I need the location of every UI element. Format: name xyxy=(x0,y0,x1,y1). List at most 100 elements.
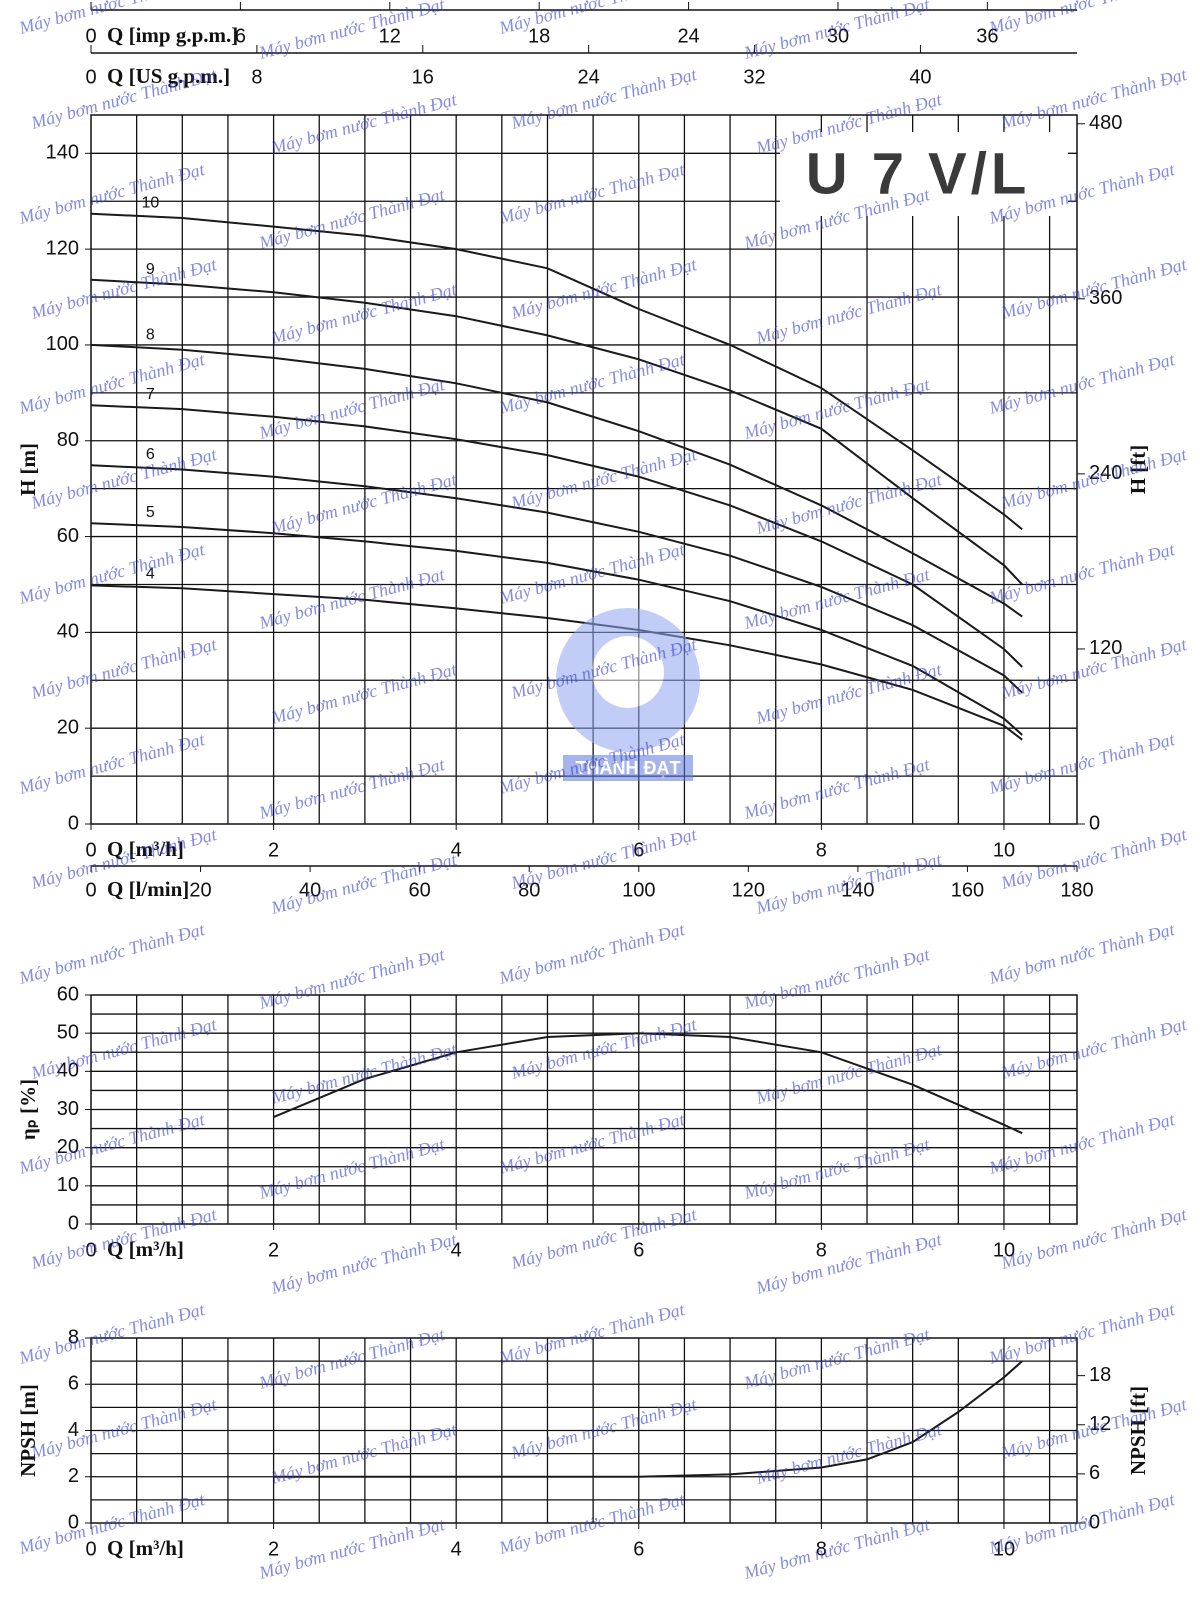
y-tick-label: 140 xyxy=(46,142,79,164)
watermark: Máy bơm nước Thành Đạt xyxy=(508,824,700,893)
watermark: Máy bơm nước Thành Đạt xyxy=(496,919,688,988)
y-tick-label: 20 xyxy=(57,716,79,738)
y2-tick-label: 360 xyxy=(1089,287,1122,309)
y-tick-label: 30 xyxy=(57,1098,79,1120)
x-axis-label: Q [US g.p.m.] xyxy=(107,64,230,88)
x-tick-label: 0 xyxy=(85,1239,96,1261)
x-tick-label: 40 xyxy=(909,66,931,88)
x-tick-label: 4 xyxy=(451,1538,462,1560)
watermark: Máy bơm nước Thành Đạt xyxy=(986,919,1178,988)
logo-banner xyxy=(563,755,693,781)
x-tick-label: 140 xyxy=(841,879,874,901)
x-tick-label: 6 xyxy=(235,25,246,47)
y2-tick-label: 0 xyxy=(1089,812,1100,834)
logo: THÀNH ĐẠT xyxy=(556,608,700,781)
y-tick-label: 0 xyxy=(68,1212,79,1234)
y-tick-label: 0 xyxy=(68,812,79,834)
y-tick-label: 10 xyxy=(57,1174,79,1196)
x-tick-label: 4 xyxy=(451,839,462,861)
y-tick-label: 40 xyxy=(57,621,79,643)
y-tick-label: 40 xyxy=(57,1060,79,1082)
y2-tick-label: 12 xyxy=(1089,1413,1111,1435)
curve xyxy=(90,464,1023,694)
y-tick-label: 2 xyxy=(68,1465,79,1487)
x-tick-label: 0 xyxy=(85,1538,96,1560)
x-tick-label: 18 xyxy=(528,25,550,47)
y2-tick-label: 0 xyxy=(1089,1511,1100,1533)
x-tick-label: 12 xyxy=(379,25,401,47)
curve-label: 9 xyxy=(146,261,155,278)
watermark: Máy bơm nước Thành Đạt xyxy=(256,1514,448,1583)
y-tick-label: 0 xyxy=(68,1511,79,1533)
curve-label: 5 xyxy=(146,504,155,521)
y2-tick-label: 6 xyxy=(1089,1462,1100,1484)
y-tick-label: 4 xyxy=(68,1419,79,1441)
x-axis-label: Q [m³/h] xyxy=(107,837,184,861)
watermark: Máy bơm nước Thành Đạt xyxy=(986,1299,1178,1368)
x-tick-label: 6 xyxy=(633,1538,644,1560)
y-tick-label: 50 xyxy=(57,1021,79,1043)
y-tick-label: 60 xyxy=(57,525,79,547)
x-tick-label: 6 xyxy=(633,1239,644,1261)
x-tick-label: 36 xyxy=(976,25,998,47)
curve-label: 10 xyxy=(141,195,159,212)
curve xyxy=(90,343,1023,618)
curve-label: 7 xyxy=(146,386,155,403)
watermark: Máy bơm nước Thành Đạt xyxy=(753,849,945,918)
x-tick-label: 2 xyxy=(268,1239,279,1261)
y2-axis-label: H [ft] xyxy=(1126,445,1150,495)
watermark: Máy bơm nước Thành Đạt xyxy=(16,919,208,988)
curve-label: 6 xyxy=(146,446,155,463)
x-tick-label: 10 xyxy=(993,1239,1015,1261)
x-tick-label: 10 xyxy=(993,839,1015,861)
x-tick-label: 160 xyxy=(951,879,984,901)
x-tick-label: 80 xyxy=(518,879,540,901)
x-tick-label: 8 xyxy=(251,66,262,88)
curve-label: 4 xyxy=(146,566,155,583)
x-tick-label: 2 xyxy=(268,1538,279,1560)
x-axis-label: Q [imp g.p.m.] xyxy=(107,23,238,47)
watermark: Máy bơm nước Thành Đạt xyxy=(268,1229,460,1298)
y-axis-label: NPSH [m] xyxy=(16,1384,40,1477)
y-tick-label: 8 xyxy=(68,1326,79,1348)
y-tick-label: 6 xyxy=(68,1373,79,1395)
x-tick-label: 20 xyxy=(189,879,211,901)
y2-tick-label: 480 xyxy=(1089,112,1122,134)
x-tick-label: 60 xyxy=(409,879,431,901)
curve xyxy=(90,522,1023,736)
x-tick-label: 0 xyxy=(85,66,96,88)
curve xyxy=(90,404,1023,668)
curve xyxy=(90,278,1023,586)
x-axis-label: Q [m³/h] xyxy=(107,1536,184,1560)
curve xyxy=(90,212,1023,531)
y2-tick-label: 240 xyxy=(1089,462,1122,484)
watermark: Máy bơm nước Thành Đạt xyxy=(496,0,688,38)
y-tick-label: 80 xyxy=(57,429,79,451)
y-tick-label: 60 xyxy=(57,983,79,1005)
y-axis-label: H [m] xyxy=(16,443,40,496)
x-tick-label: 100 xyxy=(622,879,655,901)
logo-hole xyxy=(592,636,664,708)
y2-tick-label: 120 xyxy=(1089,637,1122,659)
chart-title: U 7 V/L xyxy=(806,141,1031,206)
x-tick-label: 24 xyxy=(677,25,699,47)
x-tick-label: 16 xyxy=(412,66,434,88)
x-tick-label: 24 xyxy=(578,66,600,88)
x-axis-label: Q [m³/h] xyxy=(107,1237,184,1261)
x-tick-label: 4 xyxy=(451,1239,462,1261)
x-tick-label: 10 xyxy=(993,1538,1015,1560)
x-tick-label: 0 xyxy=(85,839,96,861)
y2-tick-label: 18 xyxy=(1089,1364,1111,1386)
x-tick-label: 0 xyxy=(85,879,96,901)
curve xyxy=(273,1032,1023,1135)
watermark: Máy bơm nước Thành Đạt xyxy=(986,0,1178,38)
x-tick-label: 120 xyxy=(732,879,765,901)
curve-label: 8 xyxy=(146,326,155,343)
x-tick-label: 6 xyxy=(633,839,644,861)
logo-text: THÀNH ĐẠT xyxy=(576,757,681,778)
y-tick-label: 20 xyxy=(57,1136,79,1158)
title-box xyxy=(780,132,1068,216)
y2-axis-label: NPSH [ft] xyxy=(1126,1386,1150,1475)
y-axis-label: ηₚ [%] xyxy=(16,1079,40,1140)
